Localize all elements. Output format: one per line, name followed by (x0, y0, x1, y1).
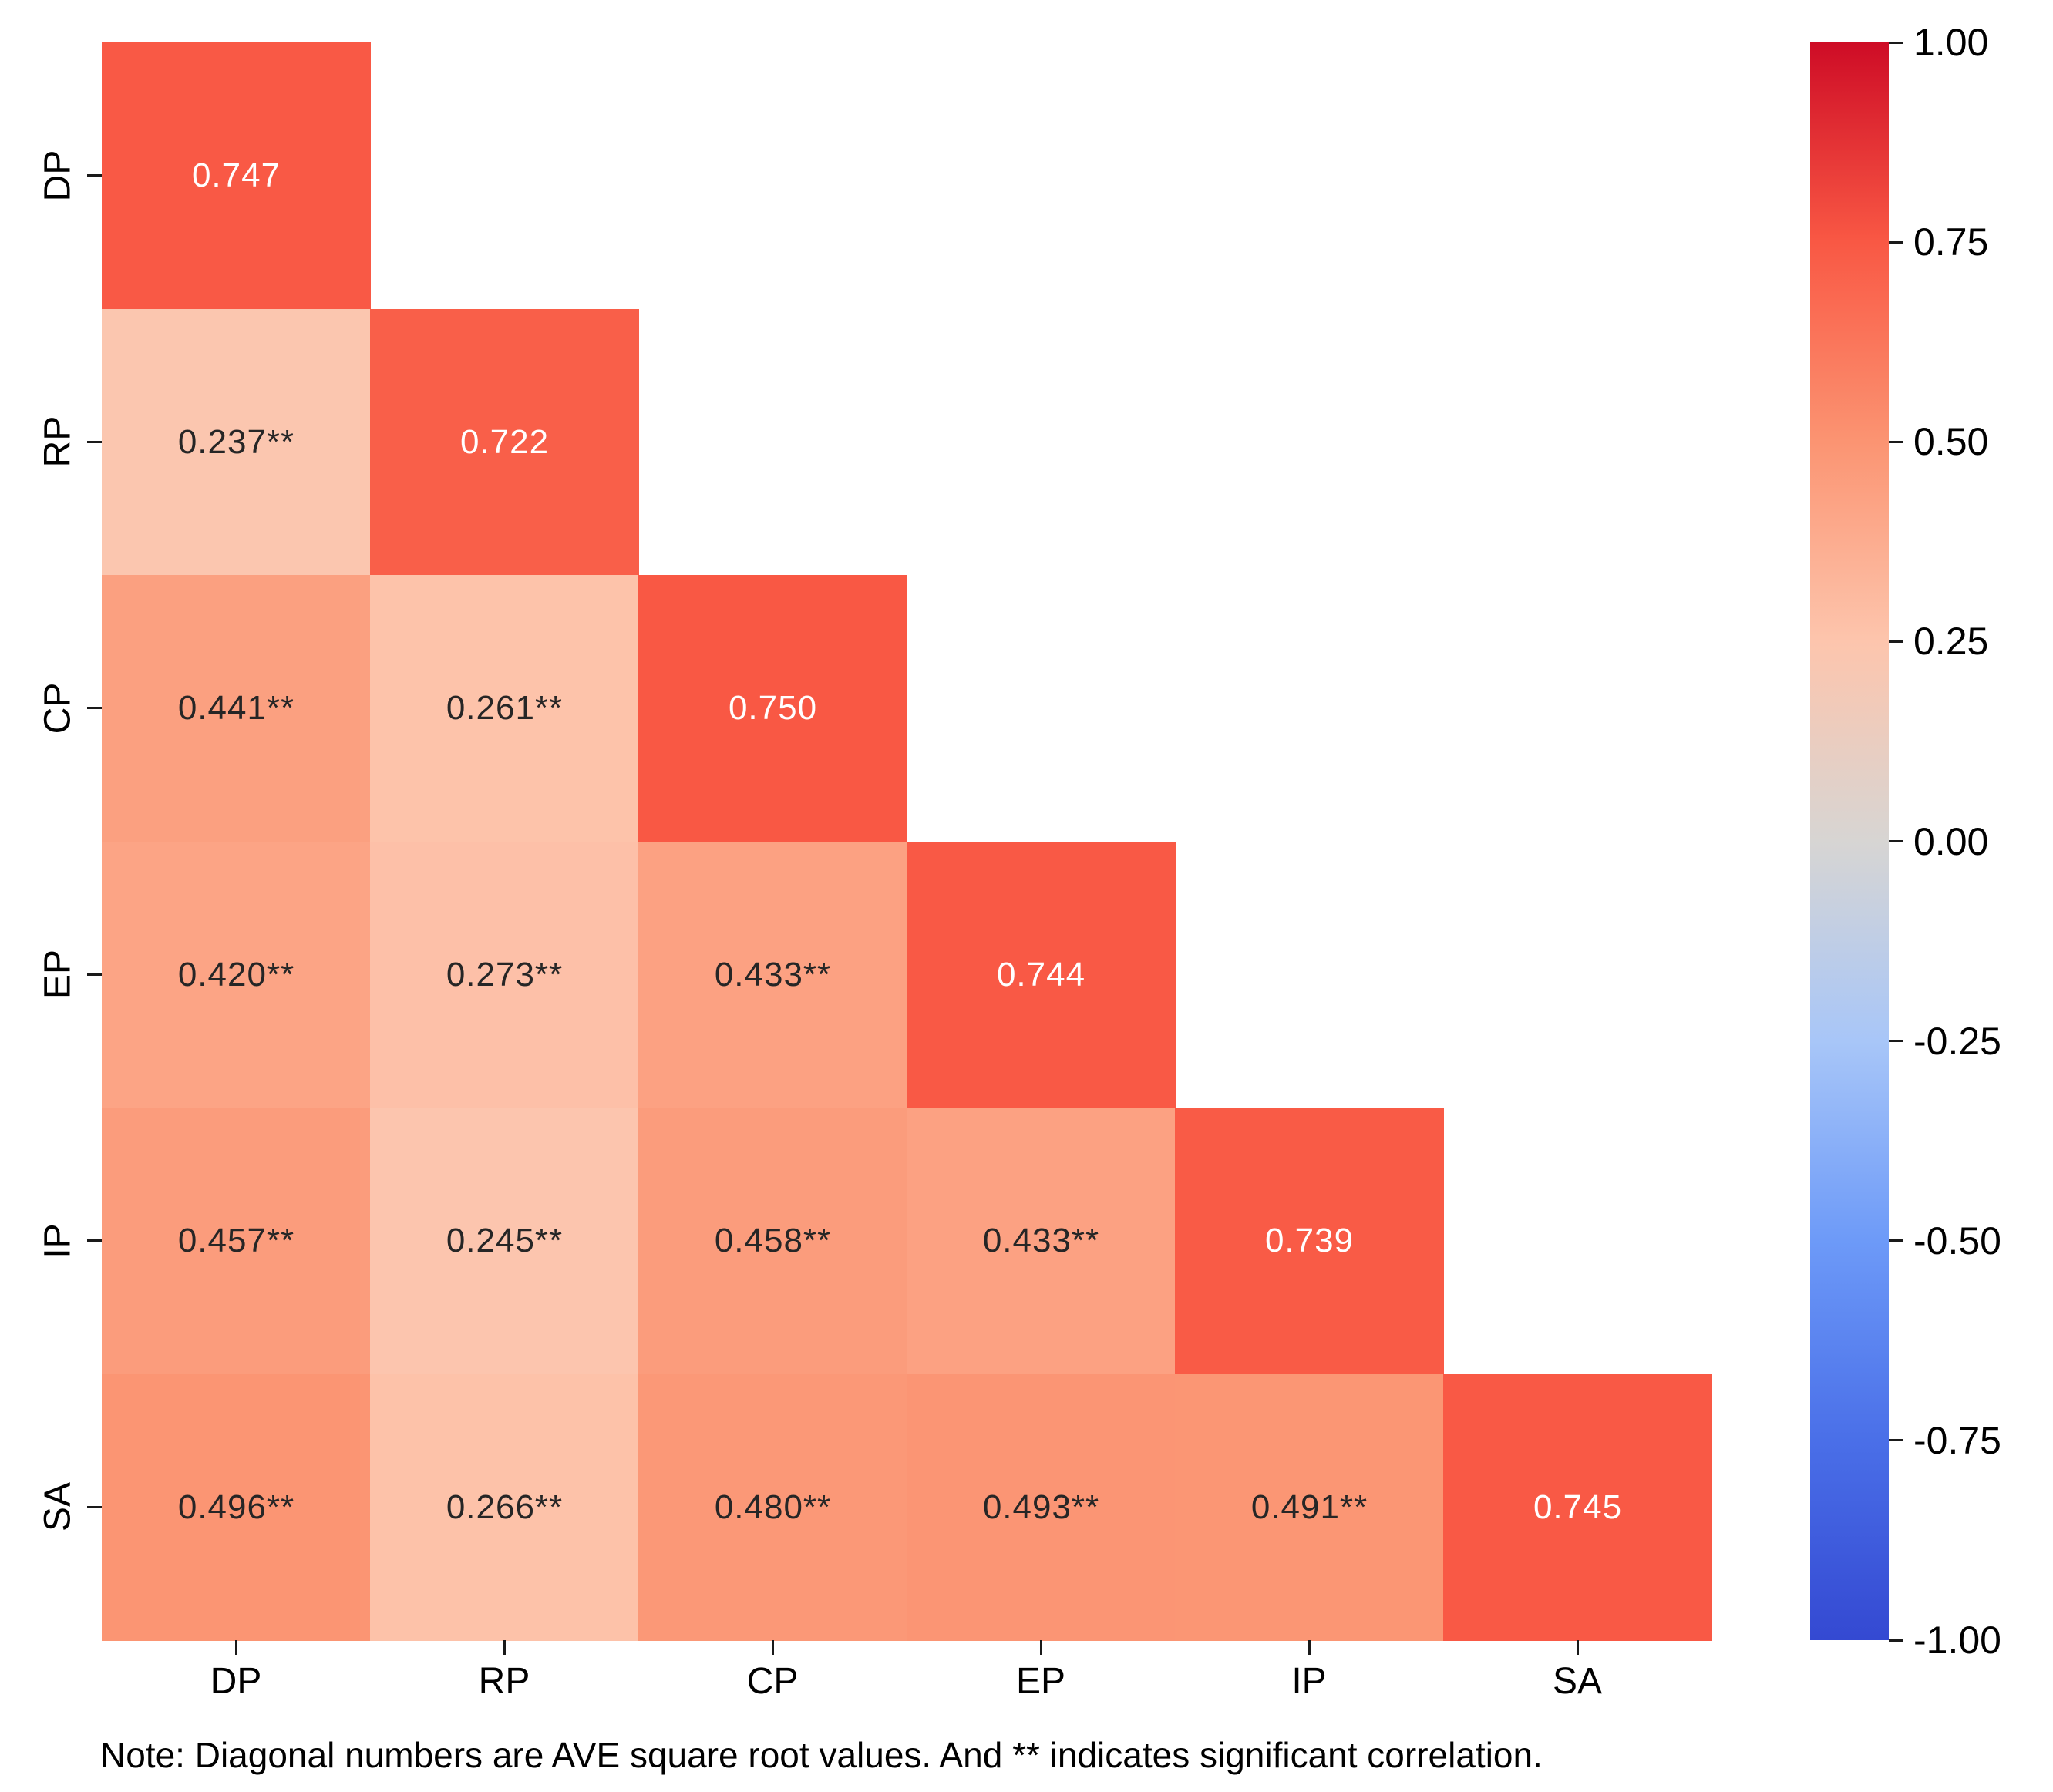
colorbar-tick-mark (1889, 840, 1903, 842)
heatmap-cell-value: 0.433** (982, 1222, 1100, 1260)
heatmap-cell-value: 0.491** (1250, 1488, 1368, 1526)
heatmap-cell: 0.261** (370, 575, 639, 842)
heatmap-cell-value: 0.739 (1264, 1222, 1355, 1260)
heatmap-cell: 0.457** (102, 1108, 371, 1375)
heatmap-cell: 0.458** (638, 1108, 907, 1375)
heatmap-cell-value: 0.420** (177, 955, 295, 994)
y-tick-label: CP (37, 682, 79, 735)
y-tick-label: SA (37, 1482, 79, 1532)
colorbar-tick-mark (1889, 640, 1903, 643)
x-tick-label: IP (1291, 1661, 1327, 1702)
heatmap-cell: 0.245** (370, 1108, 639, 1375)
y-tick-mark (87, 174, 102, 177)
y-tick-label: IP (37, 1223, 79, 1259)
heatmap-cell-value: 0.750 (728, 689, 818, 728)
figure-note: Note: Diagonal numbers are AVE square ro… (100, 1735, 1543, 1775)
y-tick-label: RP (37, 415, 79, 468)
heatmap-cell: 0.722 (370, 308, 639, 576)
y-tick-mark (87, 707, 102, 710)
y-tick-mark (87, 1239, 102, 1242)
x-tick-label: SA (1552, 1661, 1603, 1702)
colorbar-tick-label: 0.75 (1913, 220, 1989, 264)
heatmap-cell: 0.420** (102, 841, 371, 1108)
x-tick-mark (1576, 1640, 1579, 1655)
colorbar-tick-label: 0.50 (1913, 420, 1989, 464)
heatmap-cell-value: 0.458** (714, 1222, 832, 1260)
colorbar-tick-label: -1.00 (1913, 1619, 2001, 1662)
heatmap-cell: 0.273** (370, 841, 639, 1108)
colorbar-tick-mark (1889, 1639, 1903, 1642)
heatmap-cell: 0.441** (102, 575, 371, 842)
heatmap-cell: 0.493** (907, 1373, 1176, 1641)
heatmap-cell-value: 0.480** (714, 1488, 832, 1526)
heatmap-cell: 0.266** (370, 1373, 639, 1641)
heatmap-cell-value: 0.745 (1533, 1488, 1623, 1526)
heatmap-cell-value: 0.744 (996, 955, 1086, 994)
heatmap-cell-value: 0.261** (446, 689, 564, 728)
y-tick-label: DP (37, 150, 79, 202)
heatmap-cell-value: 0.273** (446, 955, 564, 994)
x-tick-mark (234, 1640, 237, 1655)
y-tick-label: EP (37, 950, 79, 1000)
colorbar (1810, 42, 1889, 1640)
heatmap-cell-value: 0.237** (177, 422, 295, 461)
heatmap-cell: 0.747 (102, 42, 371, 310)
x-tick-mark (1039, 1640, 1042, 1655)
heatmap-cell-value: 0.266** (446, 1488, 564, 1526)
x-tick-mark (771, 1640, 774, 1655)
heatmap-cell-value: 0.433** (714, 955, 832, 994)
x-tick-mark (503, 1640, 506, 1655)
x-tick-label: RP (478, 1661, 530, 1702)
heatmap-cell: 0.480** (638, 1373, 907, 1641)
heatmap-cell: 0.433** (907, 1108, 1176, 1375)
colorbar-tick-label: -0.25 (1913, 1019, 2001, 1063)
colorbar-tick-mark (1889, 1239, 1903, 1242)
heatmap-cell-value: 0.245** (446, 1222, 564, 1260)
y-tick-mark (87, 1505, 102, 1508)
colorbar-tick-mark (1889, 41, 1903, 44)
heatmap-cell-value: 0.496** (177, 1488, 295, 1526)
colorbar-tick-mark (1889, 240, 1903, 244)
y-tick-mark (87, 973, 102, 976)
y-tick-mark (87, 440, 102, 443)
heatmap-cell-value: 0.722 (459, 422, 550, 461)
colorbar-tick-mark (1889, 440, 1903, 443)
colorbar-tick-label: -0.75 (1913, 1418, 2001, 1462)
heatmap-cell: 0.744 (907, 841, 1176, 1108)
colorbar-tick-mark (1889, 1040, 1903, 1043)
heatmap-cell-value: 0.747 (191, 156, 281, 195)
colorbar-tick-mark (1889, 1439, 1903, 1442)
heatmap-cell: 0.496** (102, 1373, 371, 1641)
heatmap-cell-value: 0.457** (177, 1222, 295, 1260)
heatmap-cell: 0.750 (638, 575, 907, 842)
colorbar-tick-label: 0.00 (1913, 819, 1989, 863)
heatmap-cell: 0.745 (1443, 1373, 1712, 1641)
colorbar-tick-label: 1.00 (1913, 21, 1989, 64)
heatmap-cell-value: 0.441** (177, 689, 295, 728)
heatmap-cell: 0.491** (1175, 1373, 1444, 1641)
x-tick-label: EP (1015, 1661, 1066, 1702)
x-tick-label: DP (210, 1661, 262, 1702)
heatmap-cell: 0.237** (102, 308, 371, 576)
colorbar-tick-label: 0.25 (1913, 620, 1989, 664)
x-tick-mark (1308, 1640, 1311, 1655)
heatmap-cell: 0.739 (1175, 1108, 1444, 1375)
colorbar-tick-label: -0.50 (1913, 1219, 2001, 1262)
heatmap-cell: 0.433** (638, 841, 907, 1108)
heatmap-cell-value: 0.493** (982, 1488, 1100, 1526)
x-tick-label: CP (746, 1661, 799, 1702)
